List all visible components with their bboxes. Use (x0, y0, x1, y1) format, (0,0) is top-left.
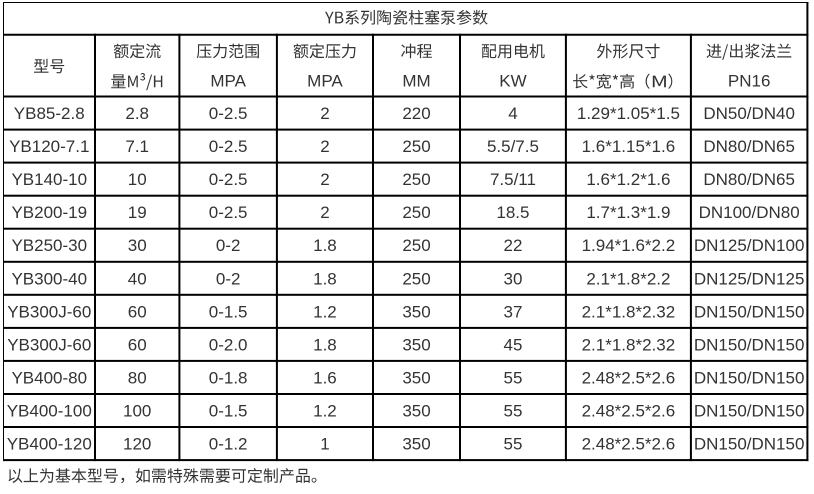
svg-text:MM: MM (402, 72, 430, 91)
svg-text:250: 250 (402, 203, 430, 222)
svg-text:220: 220 (402, 104, 430, 123)
svg-text:1.7*1.3*1.9: 1.7*1.3*1.9 (586, 203, 670, 222)
svg-text:30: 30 (503, 269, 522, 288)
svg-text:DN125/DN125: DN125/DN125 (694, 269, 805, 288)
svg-text:0-1.5: 0-1.5 (209, 302, 248, 321)
svg-text:1.6*1.2*1.6: 1.6*1.2*1.6 (586, 170, 670, 189)
svg-text:2: 2 (320, 170, 329, 189)
svg-text:250: 250 (402, 269, 430, 288)
svg-text:0-2.5: 0-2.5 (209, 203, 248, 222)
svg-text:YB120-7.1: YB120-7.1 (9, 137, 89, 156)
svg-text:2.1*1.8*2.32: 2.1*1.8*2.32 (582, 335, 676, 354)
svg-text:DN150/DN150: DN150/DN150 (694, 435, 805, 454)
svg-text:0-2.5: 0-2.5 (209, 137, 248, 156)
svg-text:55: 55 (503, 402, 522, 421)
svg-text:2.48*2.5*2.6: 2.48*2.5*2.6 (582, 368, 676, 387)
svg-text:45: 45 (503, 335, 522, 354)
svg-text:PN16: PN16 (728, 72, 771, 91)
svg-text:0-2.5: 0-2.5 (209, 170, 248, 189)
svg-text:YB250-30: YB250-30 (11, 236, 87, 255)
svg-text:YB400-100: YB400-100 (7, 402, 92, 421)
svg-text:350: 350 (402, 402, 430, 421)
svg-text:7.5/11: 7.5/11 (490, 170, 536, 189)
svg-text:1.29*1.05*1.5: 1.29*1.05*1.5 (577, 104, 680, 123)
svg-text:55: 55 (503, 435, 522, 454)
svg-text:5.5/7.5: 5.5/7.5 (487, 137, 539, 156)
svg-text:350: 350 (402, 335, 430, 354)
svg-text:2.48*2.5*2.6: 2.48*2.5*2.6 (582, 402, 676, 421)
svg-text:22: 22 (503, 236, 522, 255)
svg-text:0-1.5: 0-1.5 (209, 402, 248, 421)
svg-text:YB300J-60: YB300J-60 (7, 302, 91, 321)
svg-text:2.1*1.8*2.32: 2.1*1.8*2.32 (582, 302, 676, 321)
svg-text:60: 60 (128, 302, 147, 321)
svg-text:2: 2 (320, 137, 329, 156)
svg-text:1.6*1.15*1.6: 1.6*1.15*1.6 (582, 137, 676, 156)
svg-text:1.8: 1.8 (313, 335, 337, 354)
svg-text:250: 250 (402, 137, 430, 156)
svg-text:YB300J-60: YB300J-60 (7, 335, 91, 354)
svg-text:YB140-10: YB140-10 (11, 170, 87, 189)
svg-text:DN80/DN65: DN80/DN65 (703, 137, 795, 156)
svg-text:KW: KW (499, 72, 526, 91)
svg-text:YB85-2.8: YB85-2.8 (14, 104, 85, 123)
svg-text:1.2: 1.2 (313, 402, 337, 421)
svg-text:1: 1 (320, 435, 329, 454)
svg-text:350: 350 (402, 368, 430, 387)
svg-text:YB300-40: YB300-40 (11, 269, 87, 288)
svg-text:80: 80 (128, 368, 147, 387)
svg-text:250: 250 (402, 236, 430, 255)
svg-text:37: 37 (503, 302, 522, 321)
svg-text:7.1: 7.1 (125, 137, 149, 156)
svg-text:0-2: 0-2 (216, 236, 241, 255)
svg-text:0-1.8: 0-1.8 (209, 368, 248, 387)
svg-text:DN50/DN40: DN50/DN40 (703, 104, 795, 123)
svg-text:2.48*2.5*2.6: 2.48*2.5*2.6 (582, 435, 676, 454)
svg-text:DN150/DN150: DN150/DN150 (694, 368, 805, 387)
svg-text:250: 250 (402, 170, 430, 189)
svg-text:100: 100 (123, 402, 151, 421)
svg-text:DN150/DN150: DN150/DN150 (694, 335, 805, 354)
svg-text:1.6: 1.6 (313, 368, 337, 387)
svg-text:350: 350 (402, 435, 430, 454)
svg-text:0-2.5: 0-2.5 (209, 104, 248, 123)
svg-text:YB200-19: YB200-19 (11, 203, 87, 222)
svg-text:DN100/DN80: DN100/DN80 (699, 203, 800, 222)
svg-text:2: 2 (320, 203, 329, 222)
svg-text:120: 120 (123, 435, 151, 454)
svg-text:10: 10 (128, 170, 147, 189)
svg-text:350: 350 (402, 302, 430, 321)
svg-text:60: 60 (128, 335, 147, 354)
svg-text:DN150/DN150: DN150/DN150 (694, 302, 805, 321)
svg-text:0-1.2: 0-1.2 (209, 435, 248, 454)
svg-text:1.8: 1.8 (313, 236, 337, 255)
svg-text:2: 2 (320, 104, 329, 123)
svg-text:40: 40 (128, 269, 147, 288)
svg-text:19: 19 (128, 203, 147, 222)
svg-text:1.2: 1.2 (313, 302, 337, 321)
svg-text:DN125/DN100: DN125/DN100 (694, 236, 805, 255)
svg-text:55: 55 (503, 368, 522, 387)
svg-text:4: 4 (508, 104, 517, 123)
svg-text:MPA: MPA (307, 72, 343, 91)
svg-text:2.1*1.8*2.2: 2.1*1.8*2.2 (586, 269, 670, 288)
svg-text:DN150/DN150: DN150/DN150 (694, 402, 805, 421)
svg-text:DN80/DN65: DN80/DN65 (703, 170, 795, 189)
svg-text:30: 30 (128, 236, 147, 255)
svg-text:1.8: 1.8 (313, 269, 337, 288)
svg-text:YB400-120: YB400-120 (7, 435, 92, 454)
svg-text:YB400-80: YB400-80 (11, 368, 87, 387)
svg-text:1.94*1.6*2.2: 1.94*1.6*2.2 (582, 236, 676, 255)
svg-text:0-2.0: 0-2.0 (209, 335, 248, 354)
svg-text:0-2: 0-2 (216, 269, 241, 288)
svg-text:2.8: 2.8 (125, 104, 149, 123)
svg-text:18.5: 18.5 (496, 203, 529, 222)
svg-text:MPA: MPA (210, 72, 246, 91)
